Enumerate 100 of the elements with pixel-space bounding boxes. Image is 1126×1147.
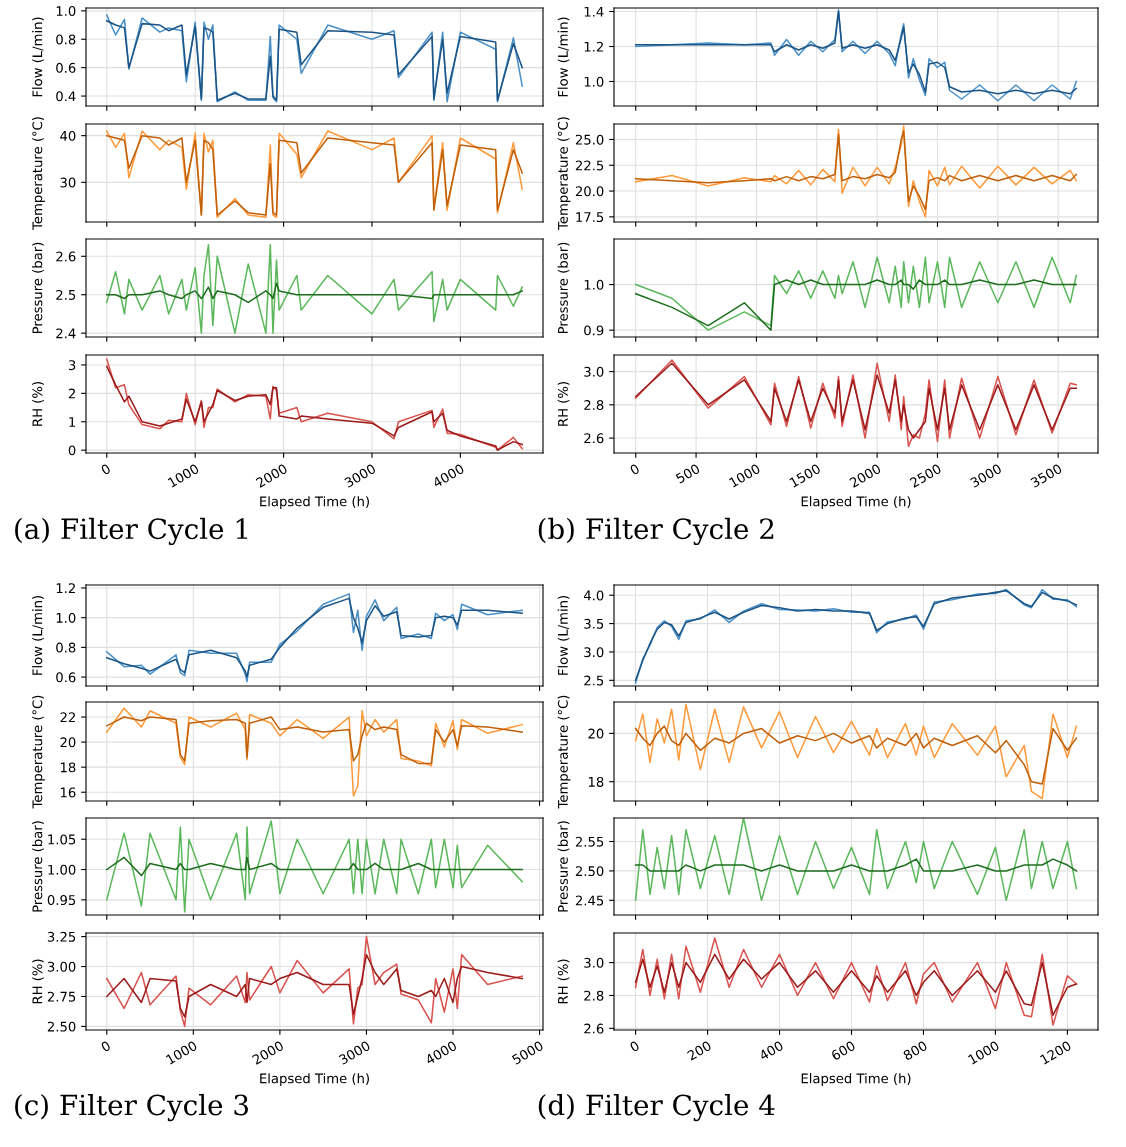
y-tick-label: 1.4 — [584, 6, 604, 17]
y-tick-label: 2.6 — [56, 251, 76, 262]
x-axis-title: Elapsed Time (h) — [260, 1073, 369, 1086]
y-tick-label: 1.2 — [584, 41, 603, 52]
y-tick-label: 2.45 — [575, 895, 604, 906]
x-tick-label: 600 — [830, 1040, 856, 1061]
y-axis-title: Temperature (°C) — [32, 117, 45, 230]
y-axis-title: Pressure (bar) — [557, 821, 570, 912]
line-series — [634, 818, 1078, 902]
y-tick-label: 2.50 — [575, 866, 604, 877]
line-series — [106, 820, 523, 913]
y-tick-label: 20 — [588, 728, 604, 739]
y-tick-label: 0 — [68, 445, 76, 456]
text: (b) Filter Cycle 2 — [538, 517, 774, 546]
y-tick-label: 1.0 — [584, 279, 604, 290]
y-tick-label: 16 — [60, 787, 76, 798]
y-tick-label: 2.6 — [584, 433, 604, 444]
y-tick-label: 4.0 — [583, 590, 604, 601]
x-tick-label: 4000 — [424, 1040, 458, 1066]
line-series — [634, 953, 1078, 1016]
y-tick-label: 22.5 — [575, 160, 604, 171]
y-tick-label: 0.4 — [56, 91, 76, 102]
x-tick-label: 0 — [100, 1040, 112, 1053]
y-tick-label: 2.50 — [47, 1021, 76, 1032]
y-tick-label: 18 — [60, 762, 76, 773]
line-series — [106, 243, 523, 334]
line-series — [106, 707, 523, 797]
text: (a) Filter Cycle 1 — [15, 517, 248, 546]
y-tick-label: 17.5 — [576, 212, 604, 223]
y-tick-label: 2.8 — [584, 990, 604, 1001]
x-axis-title: Elapsed Time (h) — [801, 1073, 911, 1086]
line-series — [634, 937, 1078, 1026]
y-axis-title: Flow (L/min) — [557, 595, 570, 675]
y-tick-label: 1.0 — [584, 76, 604, 87]
y-tick-label: 1 — [69, 417, 76, 427]
y-tick-label: 3.5 — [584, 618, 604, 629]
y-tick-label: 2.8 — [584, 400, 604, 411]
y-tick-label: 22 — [60, 712, 75, 723]
y-axis-title: Temperature (°C) — [557, 117, 571, 230]
line-series — [106, 856, 523, 877]
y-tick-label: 0.6 — [56, 62, 76, 73]
x-tick-label: 500 — [675, 463, 701, 484]
x-tick-label: 0 — [100, 463, 112, 476]
x-tick-label: 400 — [758, 1040, 784, 1061]
y-tick-label: 2.55 — [575, 836, 604, 847]
y-axis-title: RH (%) — [32, 382, 44, 426]
y-tick-label: 3.0 — [584, 366, 604, 377]
line-series — [634, 279, 1078, 331]
x-tick-label: 800 — [902, 1040, 928, 1061]
y-tick-label: 2 — [68, 388, 75, 399]
y-axis-title: Pressure (bar) — [557, 242, 570, 334]
y-tick-label: 0.9 — [584, 325, 604, 336]
y-tick-label: 1.05 — [48, 834, 76, 845]
y-axis-title: RH (%) — [557, 959, 570, 1004]
y-tick-label: 0.6 — [56, 672, 76, 683]
y-tick-label: 40 — [60, 130, 76, 141]
y-tick-label: 20.0 — [575, 186, 604, 197]
y-axis-title: Flow (L/min) — [32, 17, 44, 97]
y-axis-title: RH (%) — [557, 382, 570, 426]
line-series — [106, 282, 523, 304]
line-series — [106, 953, 523, 1018]
y-tick-label: 3.25 — [47, 931, 76, 942]
x-tick-label: 0 — [629, 1040, 640, 1053]
y-tick-label: 1.00 — [48, 864, 76, 875]
y-tick-label: 3.0 — [584, 647, 604, 658]
y-tick-label: 30 — [60, 177, 76, 188]
y-tick-label: 25.0 — [575, 134, 604, 145]
y-tick-label: 3.00 — [47, 961, 76, 972]
y-axis-title: Pressure (bar) — [32, 242, 44, 334]
y-axis-title: RH (%) — [32, 959, 44, 1004]
y-tick-label: 1.0 — [56, 612, 76, 623]
y-axis-title: Temperature (°C) — [557, 695, 571, 809]
y-tick-label: 18 — [588, 776, 604, 787]
y-axis-title: Flow (L/min) — [32, 595, 44, 675]
y-tick-label: 0.95 — [47, 895, 76, 906]
y-tick-label: 2.75 — [47, 991, 76, 1002]
line-series — [634, 703, 1078, 800]
y-tick-label: 1.2 — [56, 583, 75, 593]
y-tick-label: 20 — [60, 737, 76, 748]
y-axis-title: Flow (L/min) — [557, 17, 570, 97]
x-axis-title: Elapsed Time (h) — [260, 496, 369, 509]
line-series — [634, 725, 1078, 785]
text: (d) Filter Cycle 4 — [538, 1093, 775, 1122]
x-tick-label: 200 — [686, 1040, 712, 1061]
y-tick-label: 2.6 — [584, 1023, 604, 1034]
y-tick-label: 2.4 — [56, 328, 76, 339]
y-tick-label: 2.5 — [584, 675, 604, 686]
line-series — [634, 256, 1078, 331]
y-tick-label: 2.5 — [56, 289, 76, 300]
y-axis-title: Pressure (bar) — [32, 821, 44, 912]
y-tick-label: 0.8 — [56, 642, 76, 653]
x-tick-label: 0 — [629, 463, 641, 476]
y-axis-title: Temperature (°C) — [32, 695, 45, 809]
x-tick-label: 4000 — [431, 463, 465, 489]
y-tick-label: 3.0 — [584, 957, 604, 968]
y-tick-label: 1.0 — [56, 6, 76, 17]
line-series — [106, 935, 523, 1028]
y-tick-label: 3 — [68, 360, 76, 371]
x-axis-title: Elapsed Time (h) — [801, 496, 911, 509]
text: (c) Filter Cycle 3 — [15, 1093, 248, 1122]
